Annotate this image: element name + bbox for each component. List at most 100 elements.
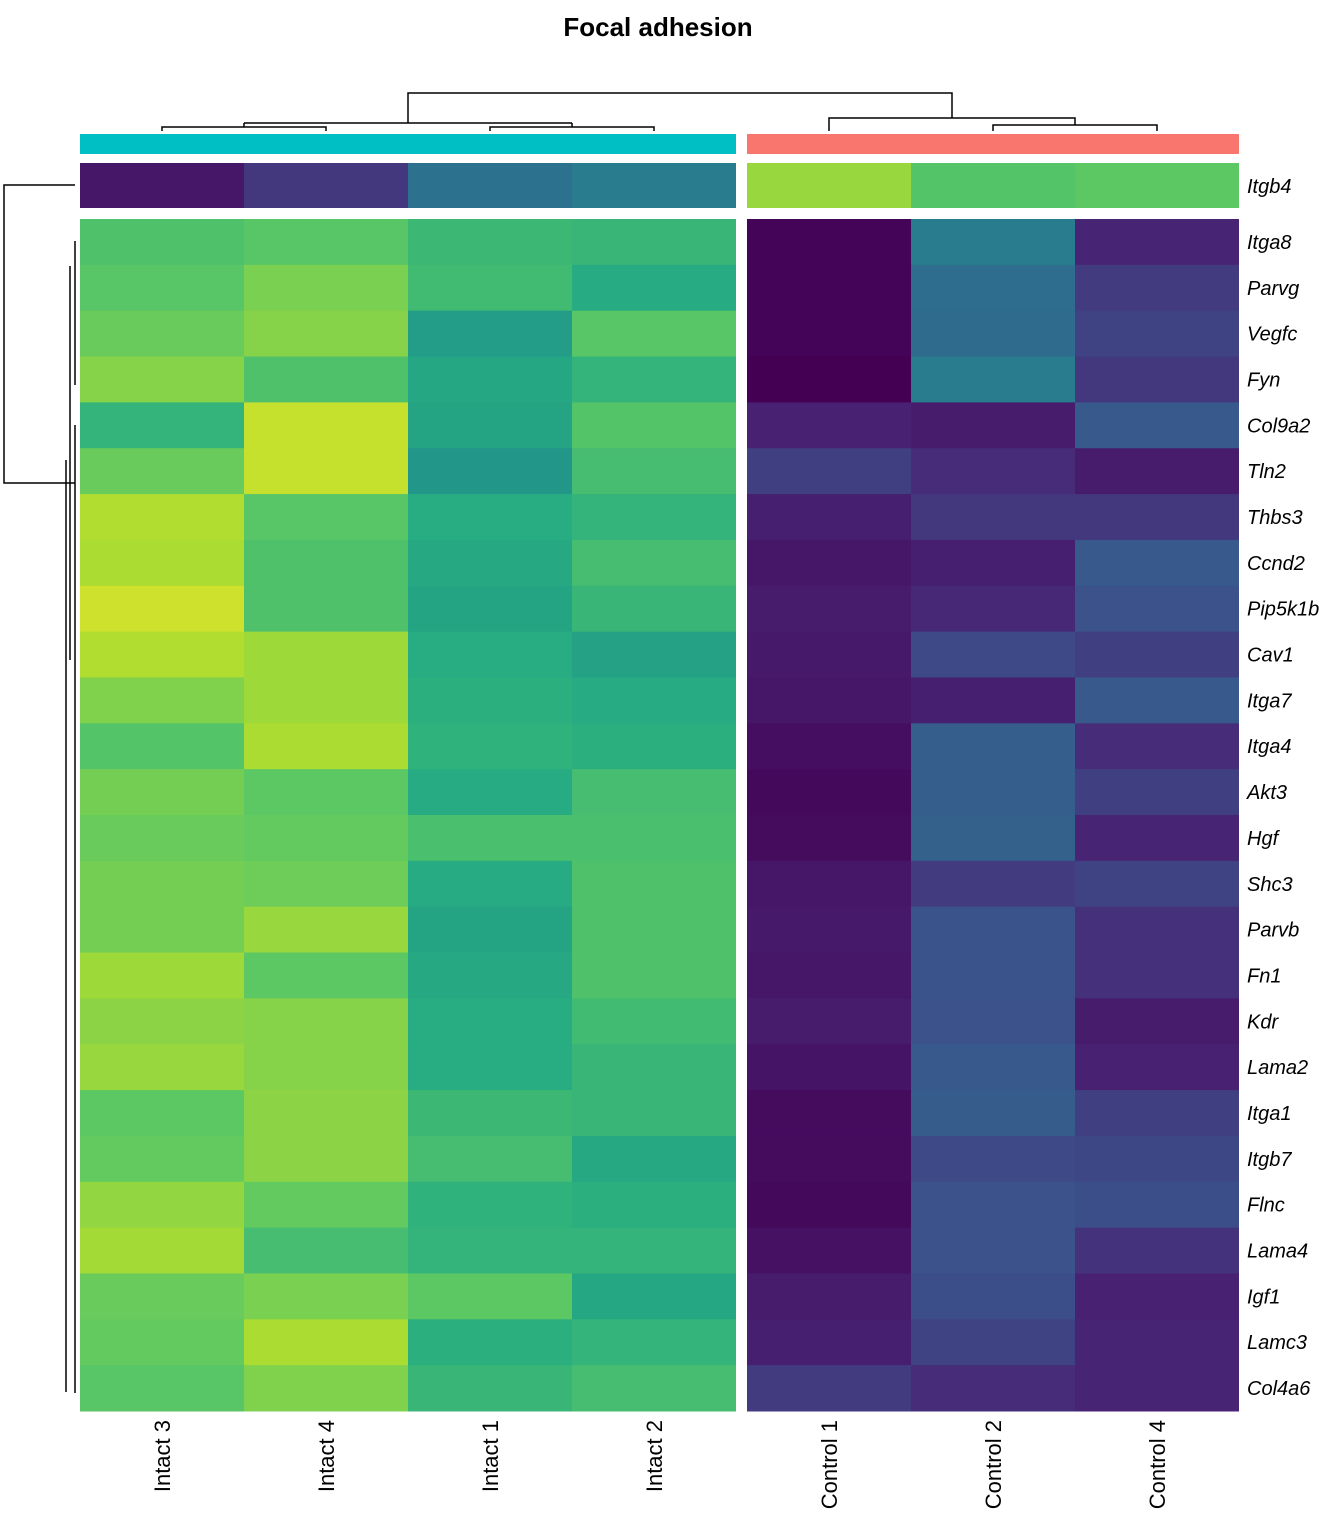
cell-shc3-control-2 [911, 860, 1075, 908]
column-labels: Intact 3 Intact 4 Intact 1 Intact 2 Control … [150, 1420, 1170, 1509]
cell-itga7-intact-3 [80, 677, 244, 724]
cell-col9a2-control-1 [747, 402, 911, 449]
column-dendrogram [161, 92, 1158, 131]
cell-itgb4-intact-2 [572, 163, 736, 208]
cell-igf1-intact-3 [80, 1273, 244, 1320]
cell-parvg-intact-3 [80, 264, 244, 312]
row-label-itgb7: Itgb7 [1247, 1149, 1292, 1171]
cell-fn1-control-1 [747, 952, 911, 999]
cell-itga4-control-1 [747, 723, 911, 770]
cell-akt3-intact-4 [244, 769, 408, 816]
cell-tln2-intact-2 [572, 448, 736, 495]
cell-col9a2-intact-2 [572, 402, 736, 449]
cell-itga8-intact-3 [80, 219, 244, 266]
cell-col4a6-control-2 [911, 1365, 1075, 1412]
column-label-control-4: Control 4 [1145, 1420, 1170, 1509]
cell-tln2-intact-4 [244, 448, 408, 495]
cell-parvg-intact-4 [244, 264, 408, 312]
cell-cav1-control-2 [911, 631, 1075, 678]
cell-itgb7-intact-2 [572, 1135, 736, 1183]
cell-itga1-control-2 [911, 1090, 1075, 1137]
cell-hgf-control-1 [747, 815, 911, 862]
cell-kdr-intact-4 [244, 998, 408, 1045]
cell-parvg-control-2 [911, 264, 1075, 312]
cell-lama2-control-2 [911, 1044, 1075, 1091]
cell-pip5k1b-intact-3 [80, 585, 244, 633]
cell-fyn-intact-1 [408, 356, 572, 403]
cell-lama2-control-4 [1075, 1044, 1239, 1091]
cell-ccnd2-intact-1 [408, 539, 572, 587]
cell-tln2-control-2 [911, 448, 1075, 495]
cell-col4a6-control-1 [747, 1365, 911, 1412]
cell-parvg-control-1 [747, 264, 911, 312]
row-label-cav1: Cav1 [1247, 645, 1294, 667]
cell-kdr-intact-2 [572, 998, 736, 1045]
cell-flnc-control-2 [911, 1181, 1075, 1229]
row-label-itga4: Itga4 [1247, 736, 1291, 758]
cell-itgb7-intact-3 [80, 1135, 244, 1183]
cell-cav1-control-4 [1075, 631, 1239, 678]
heatmap-cells [80, 219, 1239, 1412]
cell-flnc-intact-1 [408, 1181, 572, 1229]
row-labels: Itga8 Parvg Vegfc Fyn Col9a2 Tln2 Thbs3 Ccnd2 Pi… [1246, 232, 1319, 1400]
cell-itgb4-intact-4 [244, 163, 408, 208]
cell-cav1-intact-2 [572, 631, 736, 678]
cell-igf1-intact-1 [408, 1273, 572, 1320]
cell-fyn-intact-4 [244, 356, 408, 403]
cell-col9a2-control-2 [911, 402, 1075, 449]
cell-col9a2-intact-4 [244, 402, 408, 449]
cell-lamc3-intact-3 [80, 1319, 244, 1366]
column-label-intact-3: Intact 3 [150, 1420, 175, 1492]
cell-itga1-intact-3 [80, 1090, 244, 1137]
cell-shc3-intact-4 [244, 860, 408, 908]
cell-itgb4-intact-3 [80, 163, 244, 208]
cell-fyn-intact-3 [80, 356, 244, 403]
cell-ccnd2-control-2 [911, 539, 1075, 587]
row-label-lamc3: Lamc3 [1247, 1332, 1307, 1354]
cell-flnc-control-4 [1075, 1181, 1239, 1229]
cell-itga8-control-2 [911, 219, 1075, 266]
cell-fyn-control-1 [747, 356, 911, 403]
cell-akt3-intact-1 [408, 769, 572, 816]
cell-shc3-intact-1 [408, 860, 572, 908]
cell-cav1-intact-3 [80, 631, 244, 678]
cell-lama2-intact-2 [572, 1044, 736, 1091]
row-label-fyn: Fyn [1247, 369, 1280, 391]
cell-lama2-intact-3 [80, 1044, 244, 1091]
row-dendrogram [3, 184, 76, 1393]
column-label-intact-4: Intact 4 [314, 1420, 339, 1492]
cell-itgb7-control-4 [1075, 1135, 1239, 1183]
row-label-lama2: Lama2 [1247, 1057, 1308, 1079]
row-label-akt3: Akt3 [1246, 782, 1287, 804]
row-label-col9a2: Col9a2 [1247, 415, 1310, 437]
cell-itga7-control-2 [911, 677, 1075, 724]
cell-vegfc-intact-1 [408, 310, 572, 358]
cell-shc3-control-1 [747, 860, 911, 908]
itgb4-row [80, 163, 1239, 208]
cell-tln2-intact-3 [80, 448, 244, 495]
cell-parvg-intact-1 [408, 264, 572, 312]
cell-lama2-intact-1 [408, 1044, 572, 1091]
cell-vegfc-control-4 [1075, 310, 1239, 358]
cell-col4a6-intact-3 [80, 1365, 244, 1412]
cell-itga7-intact-1 [408, 677, 572, 724]
row-label-pip5k1b: Pip5k1b [1247, 599, 1319, 621]
row-label-parvg: Parvg [1247, 278, 1299, 300]
cell-fn1-intact-1 [408, 952, 572, 999]
cell-flnc-intact-2 [572, 1181, 736, 1229]
cell-igf1-control-4 [1075, 1273, 1239, 1320]
cell-itgb4-intact-1 [408, 163, 572, 208]
cell-ccnd2-intact-4 [244, 539, 408, 587]
row-label-fn1: Fn1 [1247, 965, 1281, 987]
cell-parvb-intact-3 [80, 906, 244, 954]
cell-shc3-control-4 [1075, 860, 1239, 908]
cell-lamc3-intact-4 [244, 1319, 408, 1366]
row-label-vegfc: Vegfc [1247, 324, 1297, 346]
cell-col4a6-intact-4 [244, 1365, 408, 1412]
column-label-intact-2: Intact 2 [642, 1420, 667, 1492]
cell-thbs3-control-4 [1075, 494, 1239, 541]
cell-col9a2-intact-3 [80, 402, 244, 449]
cell-flnc-control-1 [747, 1181, 911, 1229]
row-label-lama4: Lama4 [1247, 1241, 1308, 1263]
cell-parvg-intact-2 [572, 264, 736, 312]
